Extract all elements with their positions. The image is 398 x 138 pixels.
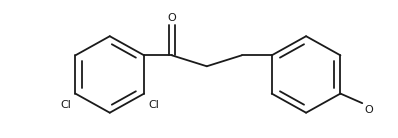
Text: Cl: Cl bbox=[148, 100, 159, 110]
Text: O: O bbox=[364, 104, 373, 115]
Text: O: O bbox=[168, 13, 176, 22]
Text: Cl: Cl bbox=[60, 100, 72, 110]
